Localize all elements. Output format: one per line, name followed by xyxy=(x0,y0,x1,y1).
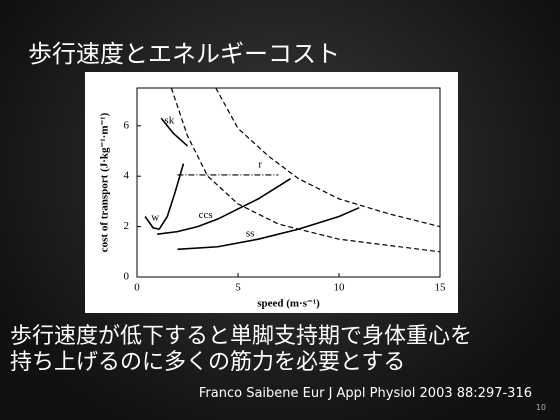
y-tick-label: 4 xyxy=(124,170,130,182)
x-tick-label: 5 xyxy=(235,282,241,294)
curve xyxy=(160,117,189,147)
x-tick-label: 0 xyxy=(134,282,140,294)
curve xyxy=(170,87,441,253)
x-tick-label: 10 xyxy=(334,282,346,294)
curve xyxy=(144,163,185,231)
curve-label: ccs xyxy=(199,209,213,221)
y-axis-label: cost of transport (J·kg⁻¹·m⁻¹) xyxy=(99,112,111,252)
body-line: 持ち上げるのに多くの筋力を必要とする xyxy=(10,350,406,375)
x-tick-label: 15 xyxy=(435,282,447,294)
curve-label: w xyxy=(151,211,159,223)
curve xyxy=(177,206,360,251)
body-line: 歩行速度が低下すると単脚支持期で身体重心を xyxy=(10,324,473,349)
y-tick-label: 0 xyxy=(124,271,130,283)
y-tick-label: 2 xyxy=(124,220,130,232)
curve xyxy=(215,87,441,228)
page-number: 10 xyxy=(535,403,546,412)
chart: 0 5 10 15 0 2 4 6 speed (m·s⁻¹) cost of transport… xyxy=(85,72,458,313)
y-tick-label: 6 xyxy=(124,119,130,131)
x-axis-label: speed (m·s⁻¹) xyxy=(257,298,320,310)
curve xyxy=(157,178,291,235)
slide-title: 歩行速度とエネルギーコスト xyxy=(28,40,340,68)
citation: Franco Saibene Eur J Appl Physiol 2003 8… xyxy=(198,386,532,401)
plot-frame xyxy=(136,87,441,278)
curve-label: ss xyxy=(246,228,255,240)
curve-label: r xyxy=(258,158,262,170)
chart-bg xyxy=(85,72,458,313)
curve-label: sk xyxy=(164,114,174,126)
